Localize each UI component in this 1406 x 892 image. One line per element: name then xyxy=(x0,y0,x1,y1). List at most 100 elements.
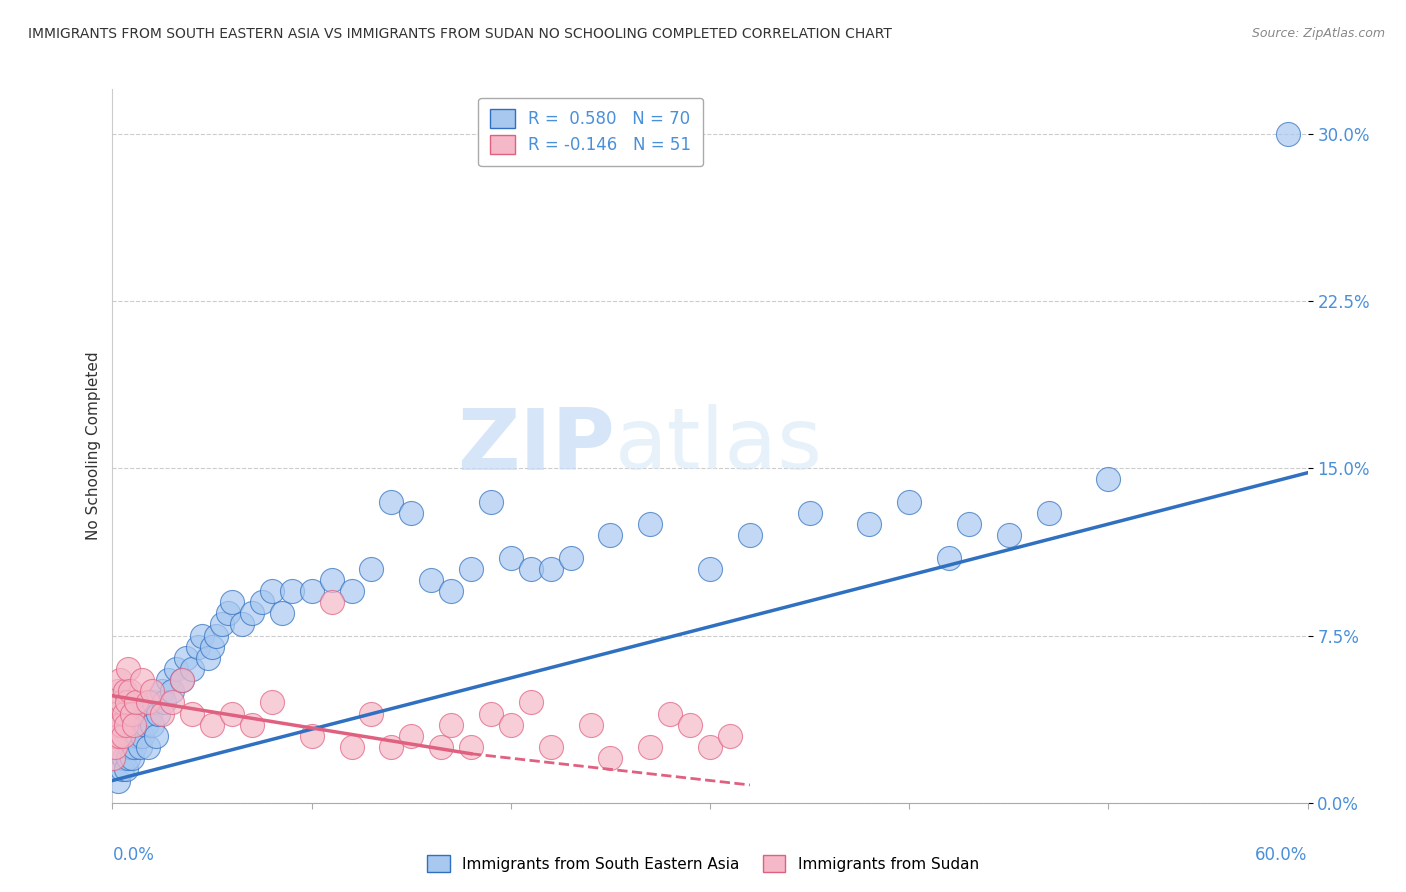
Point xyxy=(162,684,183,698)
Point xyxy=(114,751,135,765)
Point xyxy=(638,740,662,755)
Point xyxy=(699,740,721,755)
Point xyxy=(1277,127,1299,141)
Point xyxy=(321,573,343,587)
Point xyxy=(111,696,134,710)
Point xyxy=(125,717,148,731)
Point xyxy=(540,740,562,755)
Point xyxy=(135,717,157,731)
Point xyxy=(898,494,921,508)
Legend: Immigrants from South Eastern Asia, Immigrants from Sudan: Immigrants from South Eastern Asia, Immi… xyxy=(419,847,987,880)
Point xyxy=(440,717,463,731)
Point xyxy=(110,673,132,687)
Point xyxy=(520,562,543,576)
Point xyxy=(240,607,263,621)
Point xyxy=(150,706,173,721)
Point xyxy=(579,717,602,731)
Point xyxy=(340,740,363,755)
Point xyxy=(181,706,204,721)
Point xyxy=(301,583,323,598)
Point xyxy=(111,762,134,776)
Point xyxy=(221,595,243,609)
Point xyxy=(174,651,197,665)
Point xyxy=(117,696,139,710)
Point xyxy=(599,751,621,765)
Point xyxy=(599,528,621,542)
Legend: R =  0.580   N = 70, R = -0.146   N = 51: R = 0.580 N = 70, R = -0.146 N = 51 xyxy=(478,97,703,166)
Point xyxy=(221,706,243,721)
Point xyxy=(125,696,148,710)
Point xyxy=(150,684,173,698)
Point xyxy=(957,517,980,532)
Point xyxy=(499,717,522,731)
Point xyxy=(520,696,543,710)
Text: atlas: atlas xyxy=(614,404,823,488)
Point xyxy=(187,640,209,654)
Point xyxy=(181,662,204,676)
Point xyxy=(127,729,149,743)
Point xyxy=(120,684,142,698)
Point xyxy=(799,506,821,520)
Point xyxy=(197,651,219,665)
Point xyxy=(162,696,183,710)
Point xyxy=(430,740,453,755)
Point xyxy=(401,729,423,743)
Point xyxy=(301,729,323,743)
Point xyxy=(1038,506,1060,520)
Point xyxy=(157,673,180,687)
Point xyxy=(1097,473,1119,487)
Point xyxy=(191,628,214,642)
Point xyxy=(103,751,125,765)
Text: ZIP: ZIP xyxy=(457,404,614,488)
Point xyxy=(998,528,1021,542)
Point xyxy=(401,506,423,520)
Point xyxy=(107,773,129,788)
Y-axis label: No Schooling Completed: No Schooling Completed xyxy=(86,351,101,541)
Point xyxy=(115,762,138,776)
Point xyxy=(141,717,163,731)
Point xyxy=(145,729,167,743)
Text: IMMIGRANTS FROM SOUTH EASTERN ASIA VS IMMIGRANTS FROM SUDAN NO SCHOOLING COMPLET: IMMIGRANTS FROM SOUTH EASTERN ASIA VS IM… xyxy=(28,27,891,41)
Point xyxy=(201,717,224,731)
Point xyxy=(120,740,142,755)
Point xyxy=(560,550,582,565)
Point xyxy=(143,696,166,710)
Point xyxy=(217,607,239,621)
Point xyxy=(479,494,502,508)
Point xyxy=(134,706,156,721)
Text: 0.0%: 0.0% xyxy=(112,846,155,863)
Point xyxy=(121,706,143,721)
Point xyxy=(858,517,880,532)
Point xyxy=(281,583,304,598)
Point xyxy=(380,494,402,508)
Point xyxy=(270,607,292,621)
Point xyxy=(679,717,702,731)
Point xyxy=(103,729,125,743)
Point xyxy=(205,628,228,642)
Point xyxy=(321,595,343,609)
Point xyxy=(360,706,382,721)
Point xyxy=(201,640,224,654)
Point xyxy=(104,740,127,755)
Point xyxy=(211,617,233,632)
Point xyxy=(138,740,160,755)
Point xyxy=(112,729,135,743)
Point xyxy=(117,751,139,765)
Point xyxy=(138,696,160,710)
Point xyxy=(738,528,761,542)
Point xyxy=(165,662,187,676)
Point xyxy=(718,729,741,743)
Point xyxy=(172,673,194,687)
Point xyxy=(440,583,463,598)
Point xyxy=(107,717,129,731)
Point xyxy=(499,550,522,565)
Text: 60.0%: 60.0% xyxy=(1256,846,1308,863)
Point xyxy=(699,562,721,576)
Point xyxy=(121,729,143,743)
Point xyxy=(124,717,146,731)
Point xyxy=(340,583,363,598)
Point xyxy=(110,717,132,731)
Point xyxy=(124,740,146,755)
Point xyxy=(121,751,143,765)
Point xyxy=(148,706,170,721)
